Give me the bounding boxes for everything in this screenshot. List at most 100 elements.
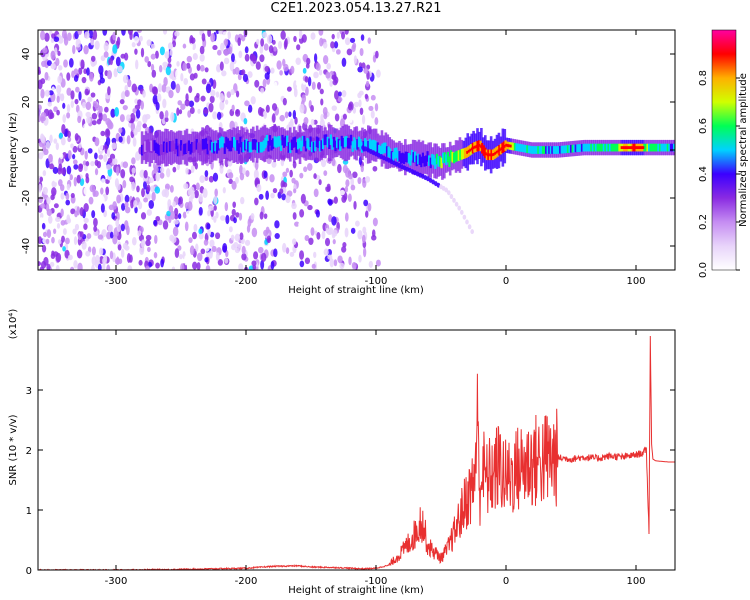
heatmap-cell [215,232,221,240]
heatmap-cell [344,37,351,46]
heatmap-cell [296,44,301,51]
heatmap-cell [140,212,147,220]
heatmap-cell [105,129,110,136]
heatmap-cell [143,180,147,190]
heatmap-cell [353,55,357,64]
heatmap-cell [563,145,566,154]
heatmap-cell [373,34,377,43]
heatmap-cell [625,146,628,150]
heatmap-cell [38,183,42,193]
heatmap-cell [40,260,47,269]
heatmap-cell [138,259,143,266]
heatmap-cell [339,189,345,196]
heatmap-cell [204,175,209,182]
heatmap-cell [235,176,239,184]
heatmap-cell [367,202,372,212]
heatmap-cell [263,170,268,179]
heatmap-cell [331,105,337,111]
heatmap-cell [91,264,95,270]
heatmap-cell [78,163,84,170]
heatmap-cell [184,99,190,107]
heatmap-cell [145,239,151,247]
heatmap-cell [83,217,89,224]
heatmap-cell [341,90,347,98]
heatmap-cell [73,236,78,246]
heatmap-cell [512,142,515,151]
heatmap-cell [230,89,235,96]
heatmap-cell [70,208,76,215]
heatmap-cell [331,139,334,150]
heatmap-cell [208,205,214,211]
heatmap-cell [652,143,655,152]
heatmap-cell [86,67,90,76]
heatmap-cell [361,114,366,125]
heatmap-cell [164,143,167,154]
heatmap-cell [175,138,178,150]
heatmap-cell [658,143,662,152]
heatmap-cell [286,190,293,197]
heatmap-cell [158,145,161,156]
heatmap-cell [271,103,278,111]
heatmap-cell [125,176,130,186]
heatmap-cell [142,123,147,129]
heatmap-cell [52,166,59,174]
heatmap-cell [58,132,64,139]
heatmap-cell [613,143,616,152]
heatmap-cell [85,161,90,167]
heatmap-cell [424,155,428,167]
heatmap-cell [590,143,593,152]
heatmap-cell [239,232,244,240]
heatmap-cell [332,79,338,86]
heatmap-cell [282,181,288,188]
heatmap-cell [221,70,227,77]
heatmap-cell [360,34,365,41]
heatmap-cell [195,139,198,150]
heatmap-cell [96,118,102,125]
heatmap-cell [322,42,328,49]
heatmap-cell [174,248,180,259]
heatmap-cell [158,83,162,93]
heatmap-cell [215,64,222,73]
heatmap-cell [363,67,369,74]
heatmap-cell [174,207,179,216]
heatmap-cell [231,137,234,148]
heatmap-cell [381,143,384,155]
heatmap-cell [481,147,484,151]
heatmap-cell [390,151,393,162]
heatmap-cell [91,246,96,256]
heatmap-cell [176,107,180,116]
heatmap-cell [271,113,276,123]
heatmap-cell [535,146,538,154]
heatmap-cell [83,203,89,213]
heatmap-cell [332,239,336,245]
heatmap-cell [237,143,240,154]
heatmap-cell [350,134,353,146]
heatmap-cell [298,137,301,149]
snr-y-scale-label: (x10⁴) [8,309,19,340]
heatmap-cell [220,136,223,147]
heatmap-cell [403,153,406,165]
heatmap-cell [357,136,361,148]
spectrogram-y-ticks: -40 -20 0 20 40 [21,48,675,254]
heatmap-cell [353,200,357,210]
heatmap-cell [83,45,89,55]
heatmap-cell [46,196,51,205]
spectrogram-y-tick-label: 20 [21,96,32,109]
heatmap-cell [83,186,90,196]
heatmap-cell [122,74,129,84]
heatmap-cell [49,261,55,267]
heatmap-cell [331,216,337,226]
heatmap-cell [157,93,162,103]
heatmap-cell [293,136,297,148]
heatmap-cell [376,142,379,153]
heatmap-cell [344,30,349,35]
heatmap-cell [252,264,257,270]
heatmap-cell [500,147,503,151]
heatmap-cell [214,188,218,197]
heatmap-cell [171,236,177,244]
heatmap-cell [97,263,102,270]
heatmap-cell [230,234,235,241]
heatmap-cell [466,150,468,154]
heatmap-cell [349,37,356,43]
heatmap-cell [168,89,174,99]
